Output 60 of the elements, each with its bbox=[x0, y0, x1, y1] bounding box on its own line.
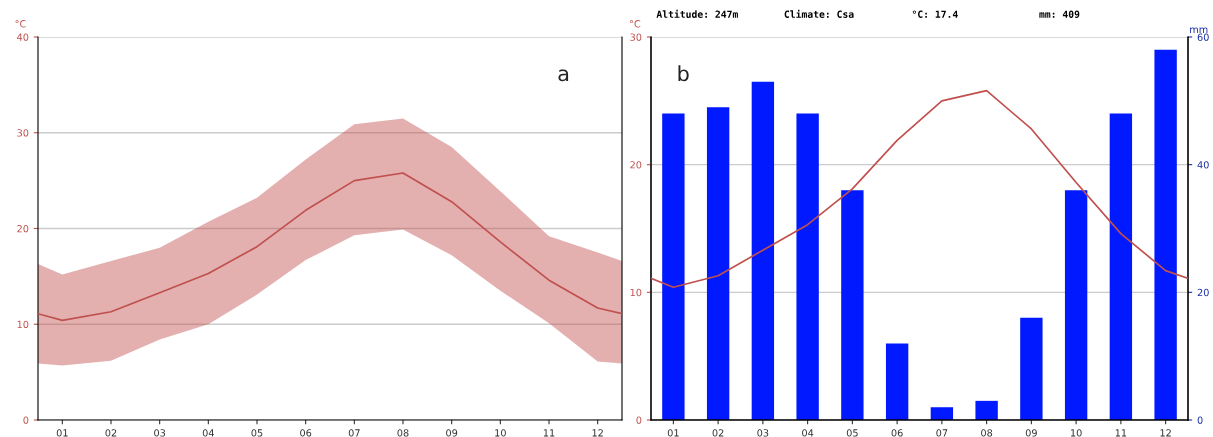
x-tick-label: 06 bbox=[300, 429, 312, 437]
y-tick-label: 20 bbox=[17, 224, 29, 233]
x-tick-label: 01 bbox=[667, 429, 679, 437]
x-tick-label: 04 bbox=[202, 429, 214, 437]
x-tick-label: 11 bbox=[1115, 429, 1127, 437]
x-tick-label: 01 bbox=[56, 429, 68, 437]
bar bbox=[841, 190, 864, 420]
bar bbox=[1064, 190, 1088, 420]
y-axis-title: °C bbox=[15, 20, 26, 28]
y2-tick-label: 60 bbox=[1197, 33, 1209, 41]
text: Altitude: 247m bbox=[656, 9, 738, 18]
y2-tick-label: 40 bbox=[1197, 161, 1209, 169]
bar bbox=[1020, 317, 1043, 420]
text: mm: 409 bbox=[1039, 10, 1080, 18]
y-tick-label: 30 bbox=[17, 129, 29, 137]
text: °C: 17.4 bbox=[912, 10, 958, 18]
line-series bbox=[38, 172, 622, 322]
bar bbox=[975, 400, 998, 420]
y-tick-label: 10 bbox=[630, 288, 642, 297]
bar bbox=[1154, 49, 1177, 420]
x-tick-label: 12 bbox=[592, 429, 603, 437]
y-axis-title: °C bbox=[629, 20, 641, 28]
x-tick-label: 02 bbox=[712, 429, 724, 437]
bar bbox=[885, 343, 909, 420]
annotation: a bbox=[558, 69, 569, 82]
x-tick-label: 09 bbox=[446, 429, 458, 437]
bar bbox=[1109, 113, 1133, 420]
y-tick-label: 20 bbox=[630, 161, 642, 169]
x-tick-label: 08 bbox=[397, 429, 409, 437]
bar bbox=[751, 81, 775, 420]
x-tick-label: 10 bbox=[1071, 429, 1082, 437]
x-tick-label: 02 bbox=[105, 429, 117, 437]
x-tick-label: 10 bbox=[495, 429, 506, 437]
x-tick-label: 07 bbox=[936, 429, 948, 437]
x-tick-label: 06 bbox=[891, 429, 903, 437]
y-tick-label: 30 bbox=[630, 33, 642, 41]
x-tick-label: 03 bbox=[757, 429, 769, 437]
y-tick-label: 10 bbox=[17, 320, 29, 329]
text: Climate: Csa bbox=[784, 9, 854, 18]
bar bbox=[706, 107, 730, 420]
y2-tick-label: 20 bbox=[1197, 288, 1209, 297]
x-tick-label: 12 bbox=[1160, 429, 1171, 437]
bar bbox=[662, 113, 685, 420]
x-tick-label: 09 bbox=[1025, 429, 1037, 437]
bar bbox=[796, 113, 819, 420]
y2-axis-title: mm bbox=[1190, 27, 1208, 33]
x-tick-label: 05 bbox=[251, 429, 263, 437]
x-tick-label: 08 bbox=[981, 429, 993, 437]
y-tick-label: 0 bbox=[636, 416, 642, 424]
x-tick-label: 04 bbox=[802, 429, 814, 437]
x-tick-label: 11 bbox=[543, 429, 555, 437]
y-tick-label: 40 bbox=[17, 33, 29, 41]
y2-tick-label: 0 bbox=[1197, 416, 1203, 424]
x-tick-label: 07 bbox=[348, 429, 360, 437]
x-tick-label: 05 bbox=[846, 429, 858, 437]
x-tick-label: 03 bbox=[154, 429, 166, 437]
annotation: b bbox=[678, 65, 689, 82]
y-tick-label: 0 bbox=[23, 416, 29, 424]
bar bbox=[930, 407, 954, 420]
line-series bbox=[651, 89, 1188, 289]
